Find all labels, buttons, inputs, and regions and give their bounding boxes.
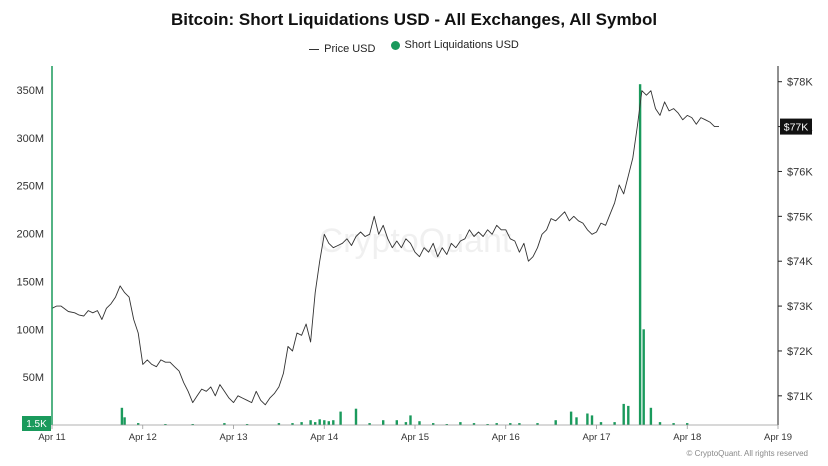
legend-label-short-liquidations: Short Liquidations USD xyxy=(404,39,519,51)
bar-45 xyxy=(658,422,662,425)
x-tick-label: Apr 19 xyxy=(764,432,792,443)
bar-11 xyxy=(314,422,317,425)
bar-10 xyxy=(309,420,312,425)
bar-0 xyxy=(120,407,124,425)
current-price-label: $77K xyxy=(784,122,809,134)
bar-9 xyxy=(300,422,303,425)
bar-18 xyxy=(368,423,371,425)
y-left-tick-label: 100M xyxy=(16,324,44,336)
bar-38 xyxy=(599,422,603,425)
bar-27 xyxy=(472,423,476,425)
bar-8 xyxy=(291,423,294,425)
bar-44 xyxy=(649,407,653,425)
y-left-tick-label: 200M xyxy=(16,229,44,241)
price-line xyxy=(51,90,719,406)
bars-layer xyxy=(120,84,689,425)
bar-1 xyxy=(123,417,126,425)
legend-item-short-liquidations[interactable]: Short Liquidations USD xyxy=(390,39,519,51)
bar-46 xyxy=(672,423,675,425)
y-left-tick-label: 250M xyxy=(16,181,44,193)
bar-35 xyxy=(575,417,578,425)
bar-12 xyxy=(318,419,321,425)
bar-21 xyxy=(404,422,408,425)
bar-19 xyxy=(382,420,385,425)
bar-15 xyxy=(332,420,335,425)
bar-24 xyxy=(432,423,435,425)
bar-14 xyxy=(327,421,330,425)
bar-39 xyxy=(613,422,616,425)
axes-layer: 50M 100M 150M 200M 250M 300M 350M $71K $72K $73K $… xyxy=(16,66,813,443)
bar-32 xyxy=(536,423,539,425)
bar-17 xyxy=(354,408,358,425)
current-price-badge xyxy=(780,118,812,135)
y-left-tick-label: 50M xyxy=(23,372,44,384)
x-tick-label: Apr 16 xyxy=(492,432,520,443)
bar-2 xyxy=(137,423,140,425)
y-right-tick-label: $76K xyxy=(787,166,813,178)
legend-label-price: Price USD xyxy=(324,43,376,55)
copyright-footer: © CryptoQuant. All rights reserved xyxy=(686,449,809,458)
bar-5 xyxy=(223,423,226,425)
bar-31 xyxy=(518,423,521,425)
y-right-tick-label: $78K xyxy=(787,77,813,89)
bar-33 xyxy=(554,420,557,425)
x-tick-label: Apr 17 xyxy=(583,432,611,443)
bar-42 xyxy=(638,84,642,425)
x-tick-label: Apr 13 xyxy=(220,432,248,443)
y-right-tick-label: $74K xyxy=(787,256,813,268)
bar-40 xyxy=(622,403,625,425)
x-tick-label: Apr 12 xyxy=(129,432,157,443)
bar-3 xyxy=(164,424,167,425)
bar-13 xyxy=(323,420,326,425)
bar-41 xyxy=(627,405,630,425)
watermark: CryptoQuant xyxy=(319,222,512,260)
bar-26 xyxy=(459,422,462,425)
y-right-tick-label: $71K xyxy=(787,391,813,403)
y-right-tick-label: $75K xyxy=(787,211,813,223)
bar-29 xyxy=(495,423,498,425)
legend-item-price[interactable]: Price USD xyxy=(309,43,375,55)
legend-line-icon xyxy=(309,48,320,50)
bar-47 xyxy=(686,423,689,425)
x-tick-label: Apr 11 xyxy=(38,432,65,443)
bar-20 xyxy=(395,420,398,425)
bar-22 xyxy=(409,415,412,425)
y-right-tick-label: $73K xyxy=(787,301,813,313)
bar-4 xyxy=(191,424,194,425)
current-liquidation-badge xyxy=(22,416,51,431)
x-tick-label: Apr 18 xyxy=(673,432,701,443)
x-tick-label: Apr 14 xyxy=(310,432,338,443)
legend: Price USD Short Liquidations USD xyxy=(0,39,828,55)
chart-title: Bitcoin: Short Liquidations USD - All Ex… xyxy=(170,10,658,29)
bar-34 xyxy=(569,411,573,425)
bar-7 xyxy=(277,423,281,425)
bar-16 xyxy=(339,411,342,425)
x-tick-label: Apr 15 xyxy=(401,432,429,443)
bar-23 xyxy=(418,421,421,425)
y-left-tick-label: 150M xyxy=(16,276,44,288)
bar-28 xyxy=(486,424,489,425)
bar-30 xyxy=(509,423,512,425)
y-right-tick-label: $72K xyxy=(787,346,813,358)
y-left-tick-label: 350M xyxy=(16,85,44,97)
bar-36 xyxy=(586,413,589,425)
bar-25 xyxy=(445,424,448,425)
bar-37 xyxy=(590,415,594,425)
bar-43 xyxy=(642,329,645,425)
legend-dot-icon xyxy=(390,40,400,50)
bar-6 xyxy=(245,424,249,425)
current-liquidation-label: 1.5K xyxy=(26,419,47,430)
y-left-tick-label: 300M xyxy=(16,133,44,145)
price-line-layer xyxy=(51,90,719,406)
